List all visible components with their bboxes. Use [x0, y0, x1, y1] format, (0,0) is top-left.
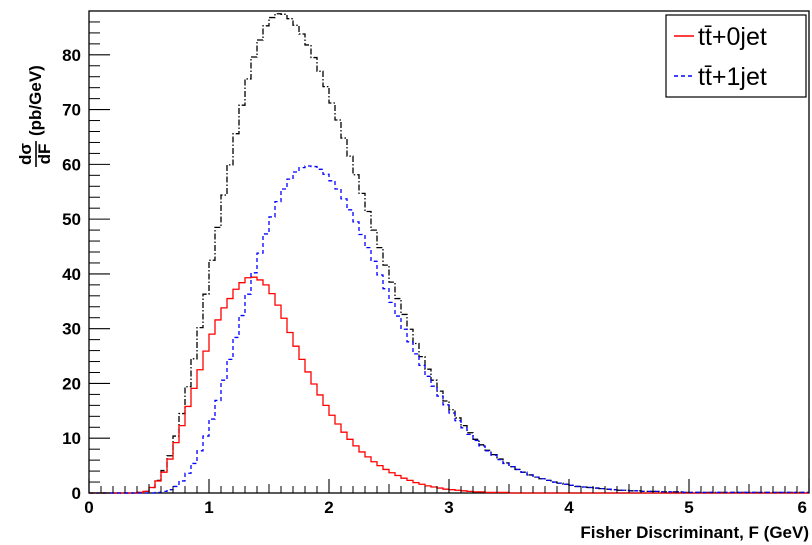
x-axis-title: Fisher Discriminant, F (GeV): [580, 523, 809, 542]
legend-box: [665, 14, 807, 98]
series-line-0jet: [89, 276, 809, 494]
legend: tt̄+0jet tt̄+1jet: [665, 14, 807, 98]
x-tick-label: 2: [324, 498, 333, 517]
y-tick-label: 70: [62, 101, 81, 120]
legend-label-0jet: tt̄+0jet: [698, 23, 767, 51]
y-axis-title: dσ dF (pb/GeV): [16, 65, 54, 167]
y-axis-title-num: dσ: [16, 143, 35, 165]
x-tick-label: 0: [84, 498, 93, 517]
y-axis-title-unit: (pb/GeV): [26, 65, 45, 136]
x-tick-label: 1: [204, 498, 213, 517]
x-axis-ticks: 0 1 2 3 4 5 6: [84, 479, 810, 517]
x-tick-label: 4: [564, 498, 574, 517]
x-tick-label: 3: [444, 498, 453, 517]
y-tick-label: 50: [62, 210, 81, 229]
y-tick-label: 60: [62, 155, 81, 174]
y-tick-label: 40: [62, 265, 81, 284]
y-tick-label: 80: [62, 46, 81, 65]
x-tick-label: 6: [798, 498, 807, 517]
y-tick-label: 10: [62, 429, 81, 448]
y-tick-label: 20: [62, 374, 81, 393]
legend-label-1jet: tt̄+1jet: [698, 63, 767, 91]
y-axis-ticks: 0 10 20 30 40 50 60 70 80: [62, 10, 110, 503]
y-tick-label: 30: [62, 320, 81, 339]
y-axis-title-den: dF: [35, 144, 54, 165]
y-tick-label: 0: [72, 484, 81, 503]
x-tick-label: 5: [684, 498, 693, 517]
